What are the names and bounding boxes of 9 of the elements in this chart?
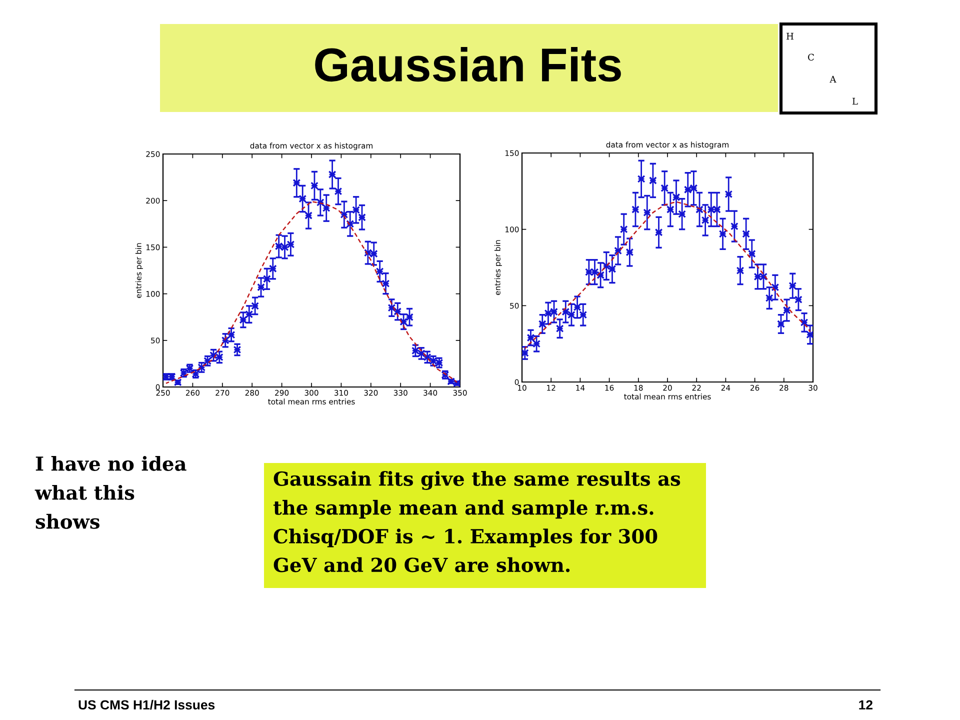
text: Gaussian Fits — [315, 46, 621, 82]
text: US CMS H1/H2 Issues — [78, 700, 215, 710]
text: I have no idea what this shows — [34, 456, 186, 529]
text: A — [830, 76, 836, 82]
text: C — [808, 54, 814, 61]
text: Gaussain fits give the same results as the sample mean and sample r.m.s. Chisq/DOF is ~ 1. Examples for 300 GeV and 20 GeV are shown. — [273, 471, 680, 572]
text: L — [852, 98, 858, 104]
text: H — [786, 32, 794, 40]
text: 12 — [859, 700, 872, 710]
